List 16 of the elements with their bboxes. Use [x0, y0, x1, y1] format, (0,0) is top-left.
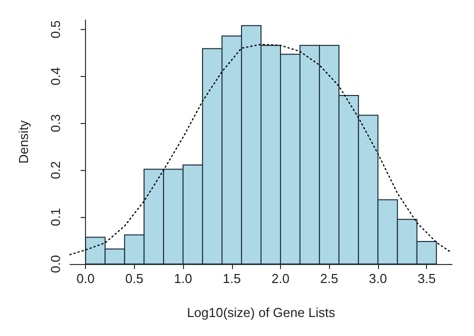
- x-tick-label: 0.0: [76, 271, 95, 286]
- x-tick-label: 2.5: [320, 271, 338, 286]
- x-tick-label: 0.5: [125, 271, 144, 286]
- x-tick-label: 3.5: [418, 271, 436, 286]
- y-tick-label: 0.0: [48, 254, 63, 274]
- y-tick-label: 0.2: [48, 161, 63, 180]
- y-tick-label: 0.1: [48, 208, 63, 226]
- x-tick-label: 1.0: [174, 271, 192, 286]
- y-tick-label: 0.3: [48, 114, 63, 132]
- y-tick-label: 0.5: [48, 20, 63, 38]
- x-tick-label: 3.0: [368, 271, 387, 286]
- x-tick-label: 1.5: [222, 271, 241, 286]
- x-axis-title: Log10(size) of Gene Lists: [186, 305, 336, 320]
- x-tick-label: 2.0: [271, 271, 290, 286]
- y-axis-title: Density: [16, 120, 31, 164]
- y-tick-label: 0.4: [48, 67, 63, 86]
